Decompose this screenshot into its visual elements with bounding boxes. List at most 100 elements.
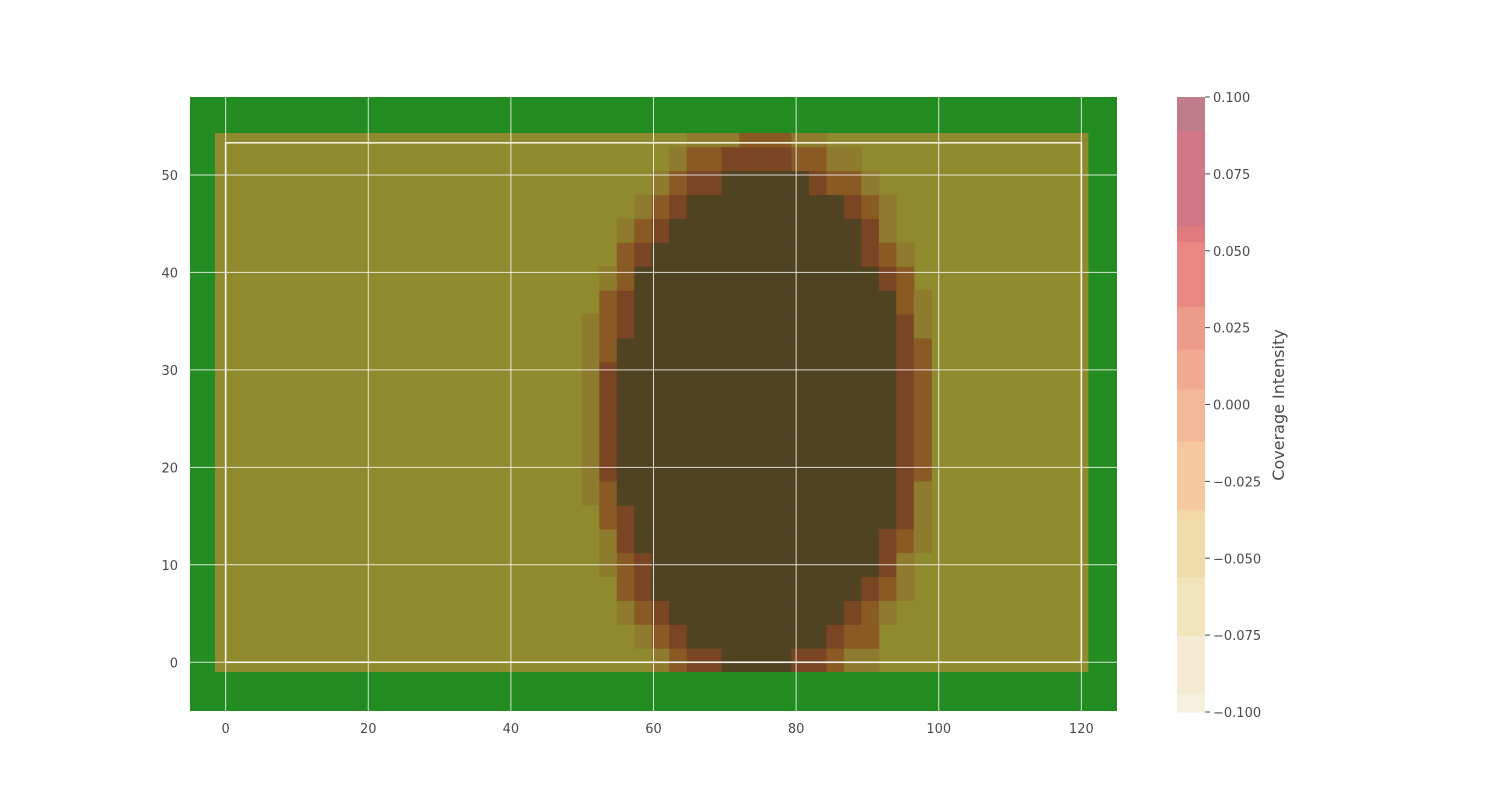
coverage-cell: [826, 385, 845, 410]
coverage-cell: [843, 409, 862, 434]
coverage-cell: [843, 289, 862, 315]
colorbar-band: [1177, 441, 1205, 510]
coverage-cell: [913, 337, 932, 363]
coverage-cell: [756, 385, 775, 410]
coverage-cell: [791, 433, 810, 458]
coverage-cell: [878, 528, 897, 554]
coverage-cell: [861, 409, 880, 434]
coverage-cell: [669, 600, 688, 625]
coverage-cell: [878, 218, 897, 243]
x-tick-label: 0: [222, 722, 230, 737]
coverage-cell: [721, 385, 740, 410]
coverage-cell: [774, 361, 793, 387]
colorbar-tick-label: 0.000: [1213, 399, 1250, 414]
coverage-cell: [826, 146, 845, 172]
coverage-cell: [686, 242, 705, 267]
coverage-cell: [861, 504, 880, 530]
coverage-cell: [599, 504, 618, 530]
coverage-cell: [686, 504, 705, 530]
coverage-cell: [843, 504, 862, 530]
coverage-cell: [704, 433, 723, 458]
coverage-cell: [739, 289, 758, 315]
coverage-cell: [774, 313, 793, 339]
coverage-cell: [651, 648, 670, 673]
coverage-cell: [599, 385, 618, 410]
coverage-cell: [704, 624, 723, 649]
coverage-cell: [634, 433, 653, 458]
coverage-cell: [616, 528, 635, 554]
coverage-cell: [896, 480, 915, 506]
coverage-cell: [669, 170, 688, 196]
coverage-cell: [774, 624, 793, 649]
coverage-cell: [704, 146, 723, 172]
coverage-cell: [651, 170, 670, 196]
coverage-cell: [721, 266, 740, 291]
coverage-cell: [616, 504, 635, 530]
coverage-cell: [791, 218, 810, 243]
coverage-cell: [634, 337, 653, 363]
coverage-cell: [739, 409, 758, 434]
coverage-cell: [843, 600, 862, 625]
colorbar-band: [1177, 349, 1205, 390]
coverage-cell: [756, 289, 775, 315]
coverage-cell: [756, 337, 775, 363]
colorbar-band: [1177, 306, 1205, 350]
coverage-cell: [878, 289, 897, 315]
coverage-cell: [704, 648, 723, 673]
coverage-cell: [913, 385, 932, 410]
y-tick-label: 30: [161, 364, 178, 379]
colorbar-band: [1177, 130, 1205, 227]
colorbar-band: [1177, 241, 1205, 307]
coverage-cell: [634, 266, 653, 291]
colorbar: 0.100 0.075 0.050 0.025 0.000 −0.025 −0.050 −0.…: [1177, 91, 1261, 721]
coverage-cell: [808, 194, 828, 219]
coverage-cell: [599, 480, 618, 506]
coverage-cell: [634, 457, 653, 482]
coverage-cell: [634, 194, 653, 219]
coverage-cell: [686, 289, 705, 315]
coverage-cell: [878, 385, 897, 410]
coverage-cell: [651, 504, 670, 530]
coverage-cell: [599, 266, 618, 291]
coverage-cell: [721, 194, 740, 219]
coverage-cell: [756, 146, 775, 172]
colorbar-band: [1177, 576, 1205, 636]
coverage-cell: [669, 218, 688, 243]
coverage-cell: [756, 648, 775, 673]
coverage-cell: [616, 457, 635, 482]
coverage-cell: [896, 337, 915, 363]
coverage-cell: [896, 266, 915, 291]
coverage-cell: [843, 218, 862, 243]
coverage-cell: [651, 528, 670, 554]
coverage-cell: [826, 194, 845, 219]
coverage-cell: [878, 194, 897, 219]
colorbar-tick-label: 0.075: [1213, 168, 1250, 183]
coverage-cell: [826, 242, 845, 267]
coverage-cell: [808, 133, 828, 148]
coverage-cell: [686, 194, 705, 219]
coverage-cell: [686, 385, 705, 410]
coverage-cell: [651, 313, 670, 339]
coverage-cell: [634, 504, 653, 530]
coverage-cell: [721, 624, 740, 649]
coverage-cell: [808, 361, 828, 387]
coverage-cell: [756, 218, 775, 243]
coverage-cell: [739, 313, 758, 339]
coverage-cell: [651, 361, 670, 387]
coverage-cell: [843, 480, 862, 506]
coverage-cell: [756, 457, 775, 482]
x-tick-label: 100: [926, 722, 951, 737]
coverage-cell: [826, 576, 845, 601]
coverage-cell: [774, 409, 793, 434]
coverage-cell: [843, 457, 862, 482]
coverage-cell: [808, 600, 828, 625]
coverage-cell: [634, 218, 653, 243]
coverage-cell: [896, 457, 915, 482]
coverage-cell: [808, 648, 828, 673]
coverage-cell: [826, 528, 845, 554]
coverage-cell: [704, 133, 723, 148]
coverage-cell: [669, 528, 688, 554]
colorbar-tick-label: 0.050: [1213, 245, 1250, 260]
coverage-cell: [808, 409, 828, 434]
y-axis: 0 10 20 30 40 50: [161, 169, 178, 671]
